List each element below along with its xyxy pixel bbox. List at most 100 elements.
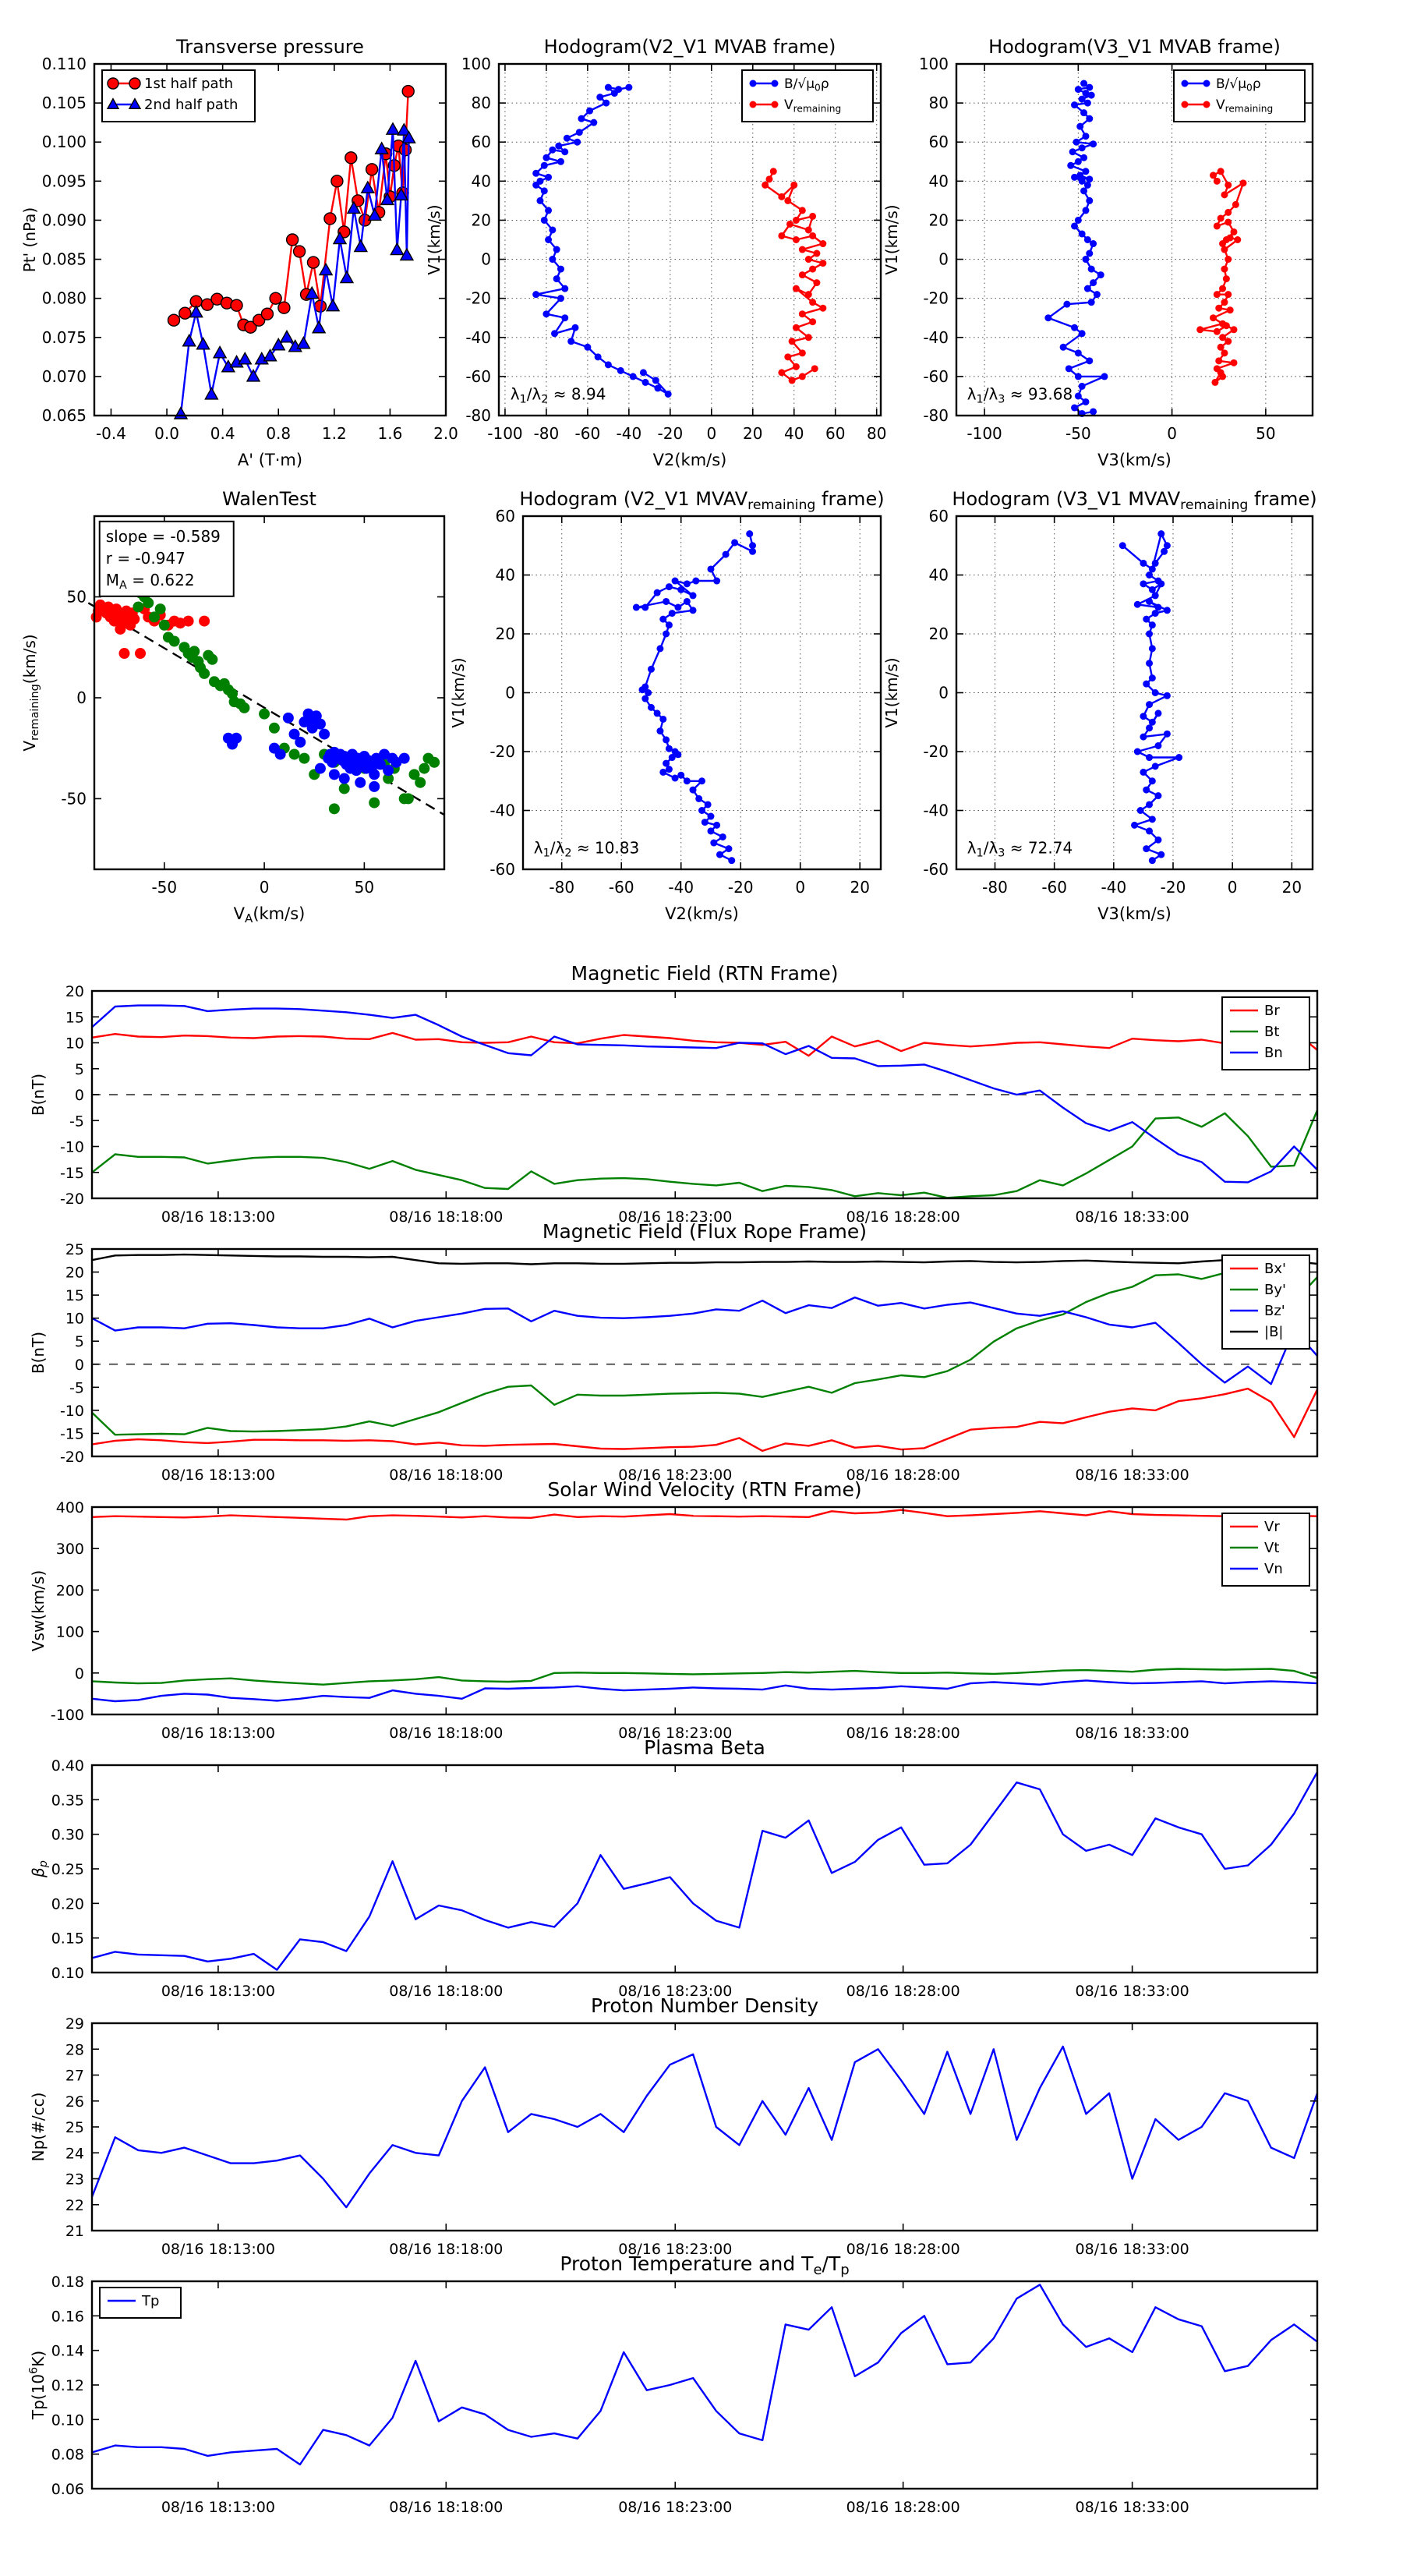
y-tick-label: 0.40	[51, 1757, 84, 1775]
x-tick-label: 08/16 18:18:00	[389, 2499, 503, 2516]
point-marker	[1210, 172, 1217, 179]
point-marker	[710, 839, 718, 847]
point-marker	[792, 324, 800, 331]
point-marker	[561, 285, 569, 292]
point-marker	[809, 232, 817, 239]
x-tick-label: 08/16 18:18:00	[389, 1467, 503, 1484]
point-marker	[549, 226, 557, 234]
point-marker	[1074, 216, 1082, 224]
point-marker	[771, 80, 779, 87]
plot-magnetic-field-flux-rope: 08/16 18:13:00 08/16 18:18:00 08/16 18:23:…	[29, 1220, 1319, 1484]
point-marker	[603, 99, 610, 107]
x-tick-label: -20	[658, 424, 684, 443]
annotation-text: λ1/λ2 ≈ 10.83	[534, 839, 639, 860]
point-marker	[1148, 586, 1156, 593]
y-tick-label: -60	[923, 367, 949, 386]
legend-item-label: Vremaining	[1216, 97, 1273, 114]
y-tick-label: 0.105	[42, 94, 87, 112]
point-marker	[1082, 133, 1090, 140]
x-tick-label: -40	[1101, 878, 1127, 897]
point-marker	[762, 181, 769, 189]
point-marker	[1087, 91, 1095, 99]
point-marker	[1175, 754, 1183, 762]
point-marker	[722, 550, 730, 558]
point-marker	[784, 353, 792, 361]
point-marker	[1230, 228, 1238, 235]
annotation-text: λ1/λ3 ≈ 93.68	[967, 385, 1073, 406]
point-marker	[1148, 565, 1156, 573]
x-tick-label: 08/16 18:28:00	[846, 1208, 960, 1226]
legend-item-label: Vt	[1264, 1540, 1279, 1556]
point-marker	[107, 77, 119, 90]
point-marker	[553, 246, 560, 253]
point-marker	[665, 766, 673, 773]
point-marker	[1119, 542, 1126, 550]
triangle-marker	[296, 335, 311, 349]
x-tick-label: 08/16 18:23:00	[618, 2241, 732, 2258]
point-marker	[1087, 299, 1095, 306]
point-marker	[647, 703, 655, 711]
plot-transverse-pressure: -0.4 0.0 0.4 0.8 1.2 1.6 2.0 0.065 0.070 0.075 0.0…	[20, 36, 458, 469]
plot-proton-temperature: 08/16 18:13:00 08/16 18:18:00 08/16 18:23:…	[28, 2252, 1319, 2516]
y-tick-label: 200	[56, 1582, 84, 1599]
point-marker	[713, 821, 721, 829]
point-marker	[584, 343, 592, 351]
point-marker	[1097, 271, 1104, 279]
point-marker	[553, 275, 560, 283]
point-marker	[200, 298, 214, 311]
point-marker	[641, 378, 649, 386]
y-tick-label: 26	[65, 2093, 84, 2111]
point-marker	[540, 187, 548, 195]
point-marker	[713, 577, 721, 585]
x-tick-label: 08/16 18:23:00	[618, 1467, 732, 1484]
point-marker	[665, 621, 673, 629]
point-marker	[1221, 349, 1228, 357]
point-marker	[1044, 314, 1052, 322]
point-marker	[1215, 357, 1223, 365]
x-tick-label: 20	[1282, 878, 1302, 897]
y-tick-label: -60	[489, 860, 515, 879]
point-marker	[1215, 304, 1223, 312]
point-marker	[288, 728, 300, 740]
y-tick-label: -100	[51, 1707, 84, 1724]
point-marker	[659, 768, 667, 776]
info-box-line: MA = 0.622	[106, 571, 195, 592]
series-line-Tp	[91, 2284, 1318, 2466]
point-marker	[1148, 674, 1156, 682]
point-marker	[1154, 836, 1162, 844]
point-marker	[545, 173, 553, 181]
point-marker	[1222, 322, 1230, 330]
triangle-marker	[353, 239, 369, 253]
y-tick-label: 0.12	[51, 2377, 84, 2394]
axes-frame	[93, 62, 447, 417]
point-marker	[1232, 200, 1239, 208]
point-marker	[557, 295, 564, 303]
y-tick-label: -50	[61, 789, 87, 808]
point-marker	[804, 291, 812, 299]
point-marker	[1151, 763, 1159, 770]
point-marker	[1078, 382, 1086, 390]
legend-item-label: Bn	[1264, 1045, 1283, 1061]
y-tick-label: -20	[465, 289, 491, 308]
plot-hodogram-v2v1-mvav: -80 -60 -40 -20 0 20 -60 -40 -20 0 20 40 60Hodogram …	[449, 488, 885, 923]
y-tick-label: 0.080	[42, 289, 87, 308]
point-marker	[1148, 718, 1156, 726]
x-axis-label: V3(km/s)	[1097, 451, 1172, 469]
legend-item-label: 1st half path	[144, 76, 233, 92]
point-marker	[365, 163, 379, 176]
point-marker	[1063, 300, 1071, 308]
point-marker	[659, 715, 667, 723]
y-axis-label-group: B(nT)	[29, 1332, 48, 1374]
point-marker	[698, 777, 705, 785]
point-marker	[641, 695, 649, 702]
point-marker	[719, 833, 726, 840]
point-marker	[1148, 645, 1156, 653]
point-marker	[1151, 592, 1159, 600]
y-tick-label: 0.100	[42, 133, 87, 151]
y-tick-label: -20	[60, 1191, 84, 1208]
point-marker	[728, 857, 736, 865]
series-line-Vt	[91, 1668, 1318, 1686]
triangle-marker	[332, 231, 348, 245]
point-marker	[663, 736, 670, 744]
y-tick-label: 0	[75, 1665, 84, 1683]
